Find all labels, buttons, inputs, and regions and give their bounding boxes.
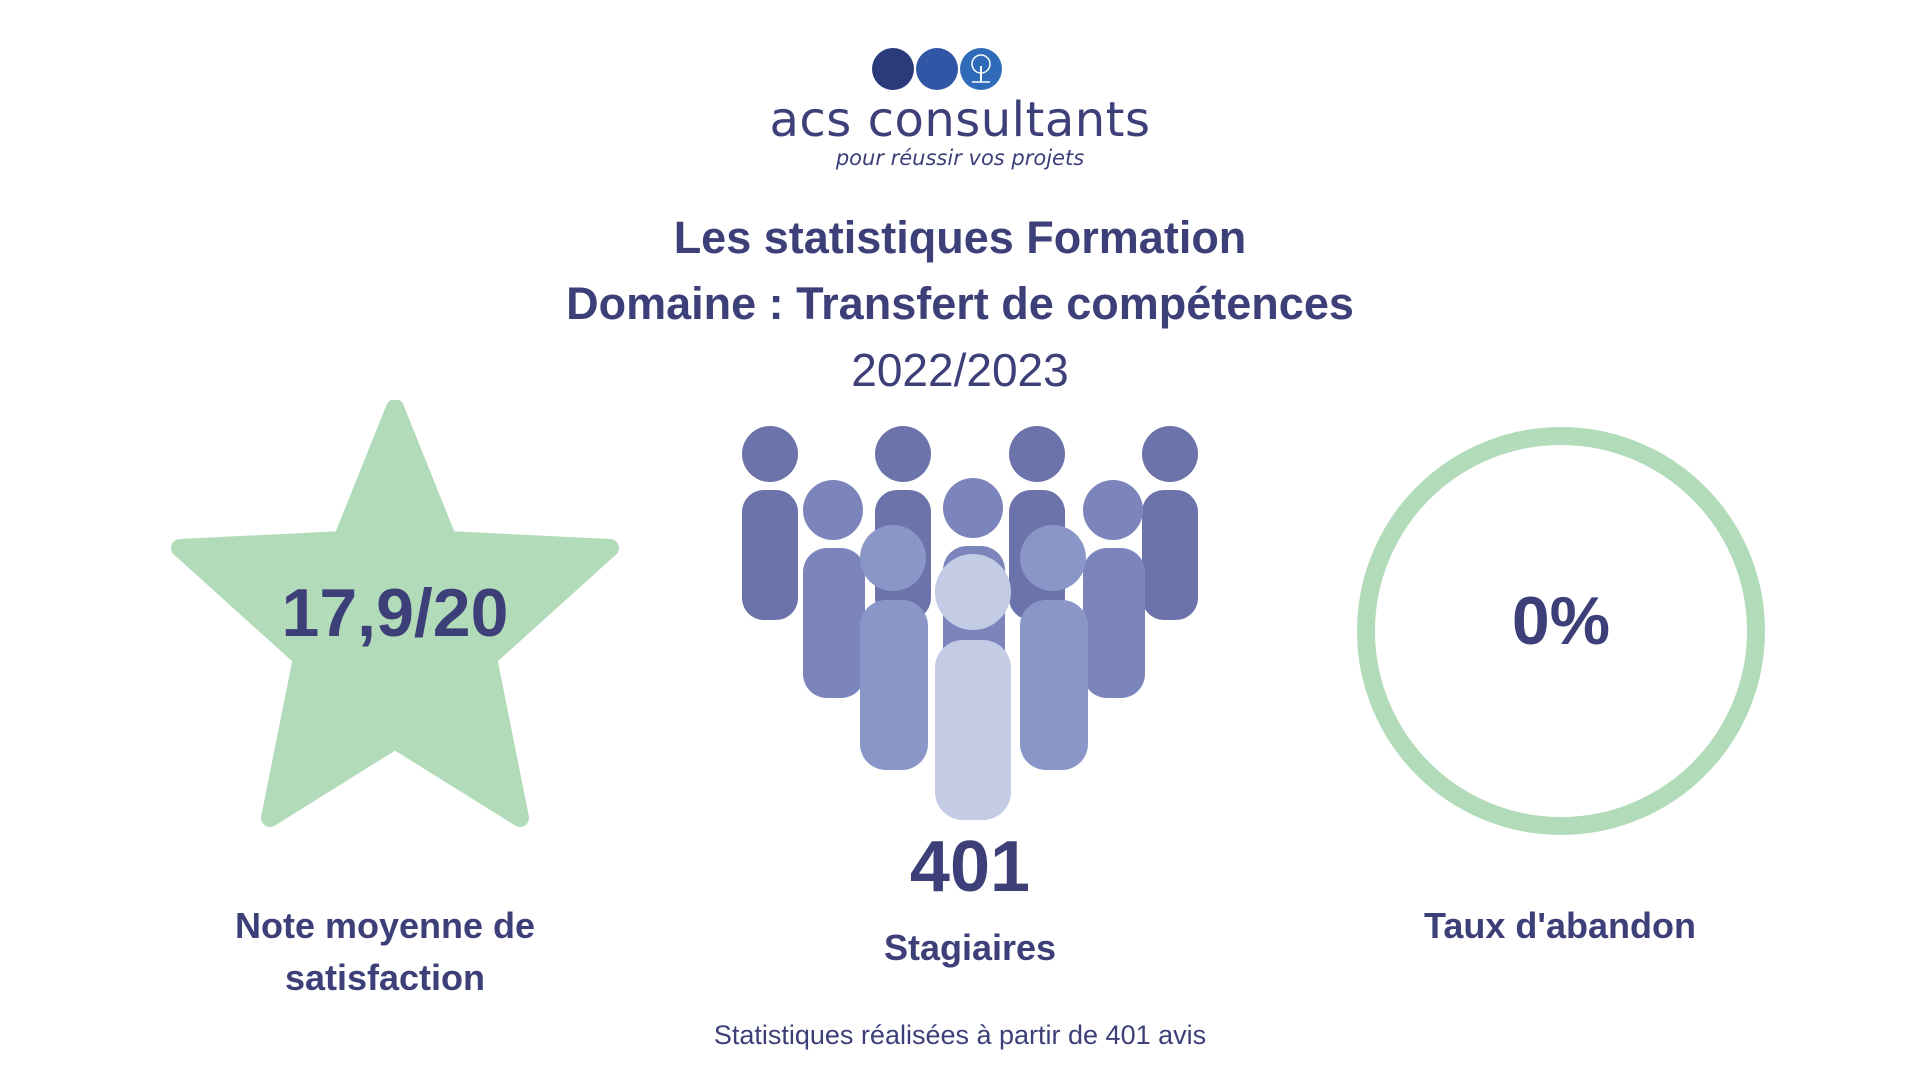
dropout-label: Taux d'abandon	[1424, 905, 1696, 946]
logo: acs consultants pour réussir vos projets	[760, 48, 1160, 178]
footnote: Statistiques réalisées à partir de 401 a…	[713, 1020, 1207, 1050]
logo-dots	[872, 48, 1002, 94]
participants-value: 401	[909, 827, 1031, 907]
year-label: 2022/2023	[851, 344, 1069, 396]
dropout-value: 0%	[1511, 583, 1611, 659]
star-icon	[171, 400, 619, 827]
ring-icon	[1357, 427, 1765, 835]
participants-label: Stagiaires	[883, 927, 1057, 968]
logo-dot-icon	[872, 48, 914, 90]
page-title: Les statistiques Formation	[673, 212, 1247, 263]
people-group-icon	[742, 426, 1198, 820]
satisfaction-label: Note moyenne de satisfaction	[234, 905, 536, 998]
satisfaction-value: 17,9/20	[281, 575, 509, 651]
logo-tagline: pour réussir vos projets	[835, 146, 1085, 170]
logo-name: acs consultants	[769, 92, 1151, 148]
logo-tree-icon	[960, 48, 1002, 90]
page-subtitle: Domaine : Transfert de compétences	[566, 278, 1354, 329]
logo-dot-icon	[916, 48, 958, 90]
